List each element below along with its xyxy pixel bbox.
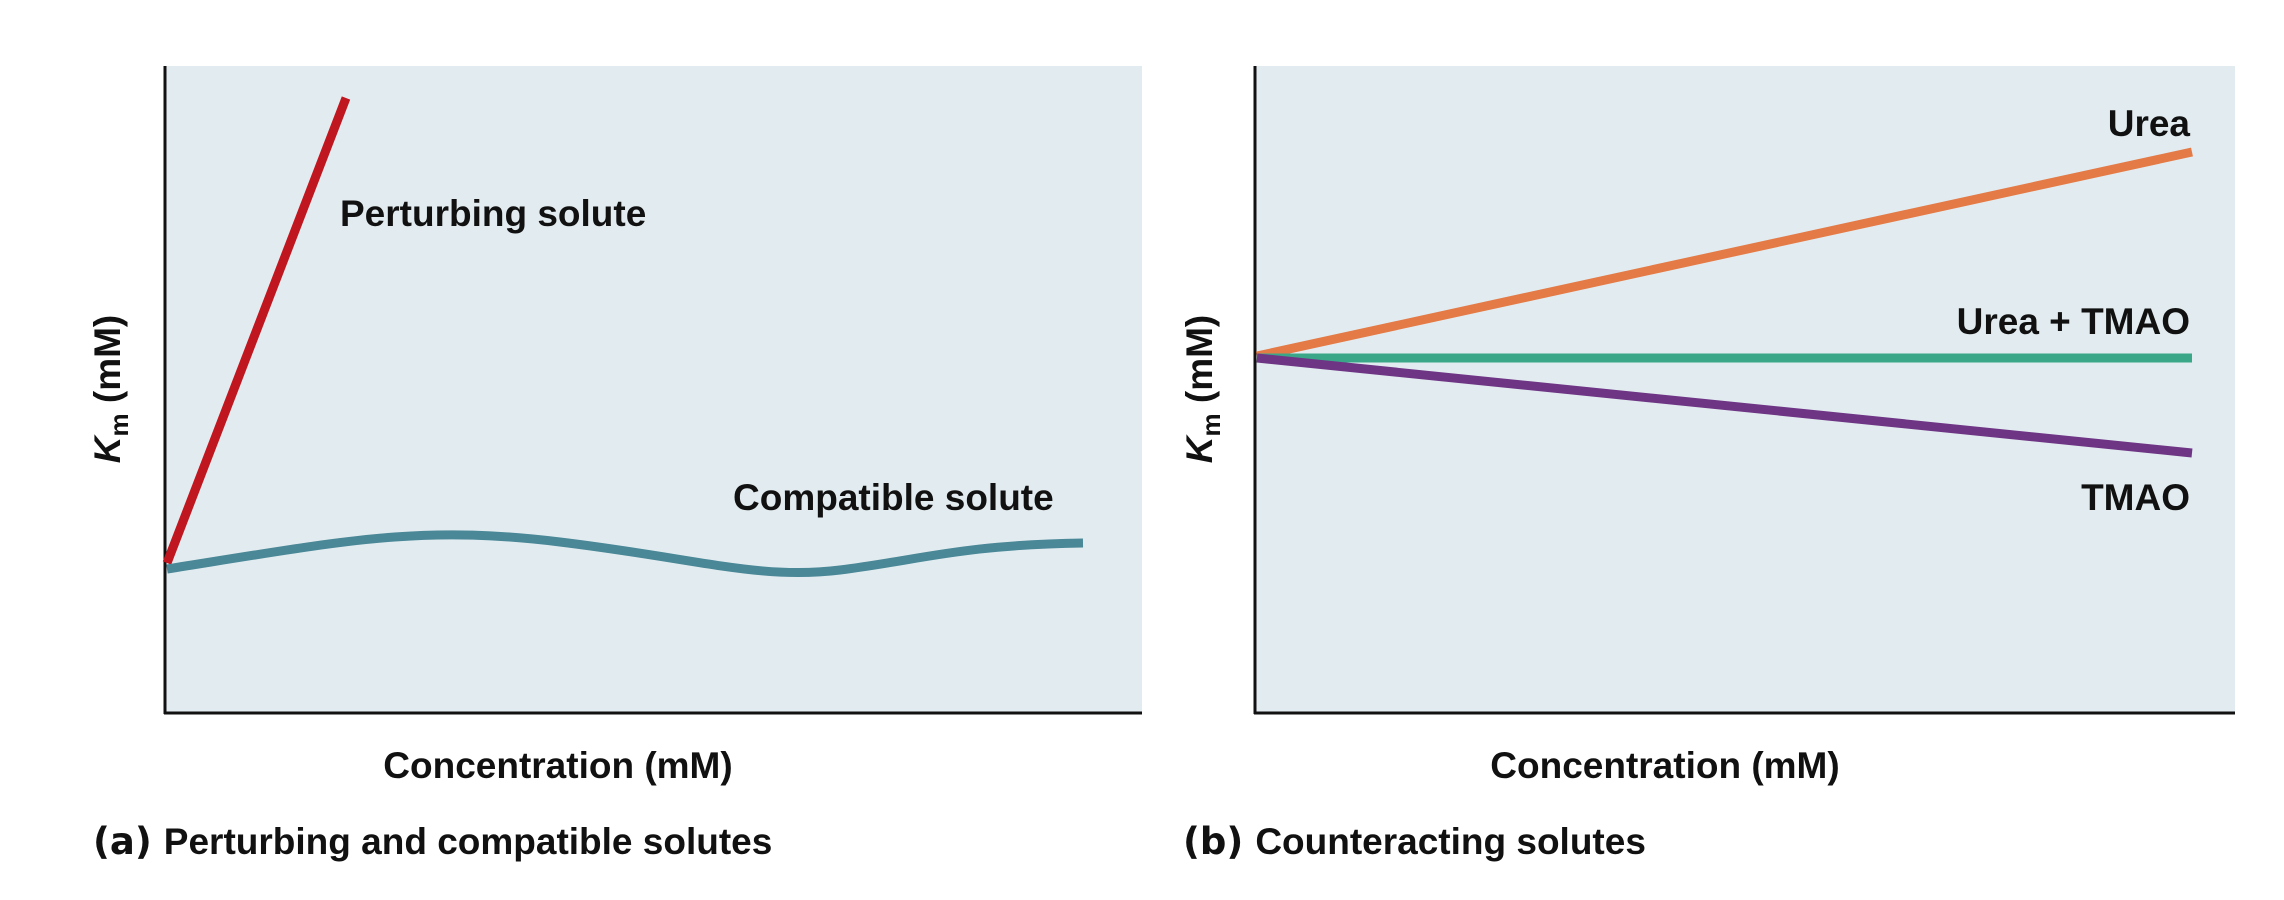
panel-b-plot-area <box>1255 66 2235 713</box>
panel-b-y-axis-label-rest: (mM) <box>1179 315 1220 414</box>
series-label-urea-tmao: Urea + TMAO <box>1957 301 2190 342</box>
series-label-urea: Urea <box>2108 103 2191 144</box>
panel-a-plot-area <box>165 66 1142 713</box>
series-label-compatible-solute: Compatible solute <box>733 477 1054 518</box>
series-line-urea <box>1256 147 2193 361</box>
panel-b-y-axis-label-sub: m <box>1196 413 1226 436</box>
panel-a-y-axis-label-main: K <box>87 434 128 463</box>
series-label-perturbing-solute: Perturbing solute <box>340 193 646 234</box>
panel-a-y-axis-label-sub: m <box>104 413 134 436</box>
series-line-compatible-solute <box>166 530 1084 578</box>
panel-a-caption: (a) Perturbing and compatible solutes <box>93 820 772 863</box>
panel-b-y-axis-label: Km (mM) <box>1179 315 1226 464</box>
panel-b-y-axis-label-main: K <box>1179 434 1220 463</box>
series-label-tmao: TMAO <box>2081 477 2190 518</box>
panel-a-caption-text: Perturbing and compatible solutes <box>163 821 773 862</box>
panel-b-caption-text: Counteracting solutes <box>1255 821 1646 862</box>
series-line-perturbing-solute <box>162 96 351 565</box>
panel-b-x-axis-label: Concentration (mM) <box>1490 745 1839 786</box>
panel-a: Perturbing solute Compatible solute Conc… <box>87 66 1142 786</box>
panel-b: Urea Urea + TMAO TMAO Concentration (mM)… <box>1179 66 2235 786</box>
panel-b-tag: (b) <box>1183 820 1244 863</box>
panel-a-x-axis-label: Concentration (mM) <box>383 745 732 786</box>
panel-a-tag: (a) <box>93 820 152 863</box>
panel-b-caption: (b) Counteracting solutes <box>1183 820 1646 863</box>
panel-a-y-axis-label: Km (mM) <box>87 315 134 464</box>
panel-a-y-axis-label-rest: (mM) <box>87 315 128 414</box>
series-line-tmao <box>1256 353 2193 458</box>
